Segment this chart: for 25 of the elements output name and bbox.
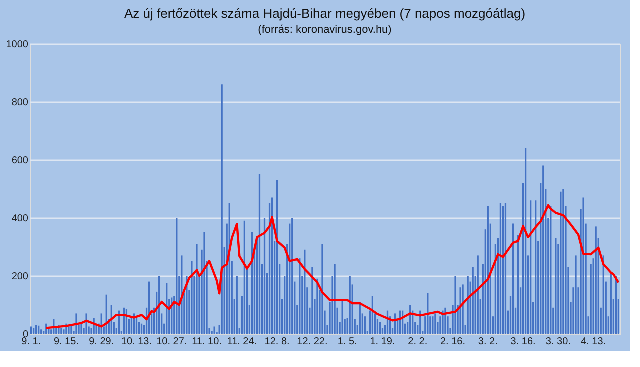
chart-subtitle: (forrás: koronavirus.gov.hu) (258, 24, 392, 36)
x-tick-label: 4. 13. (581, 336, 606, 348)
x-tick-label: 10. 27. (156, 336, 188, 348)
x-tick-label: 3. 16. (510, 336, 536, 348)
x-tick-label: 11. 10. (192, 336, 222, 348)
x-tick-label: 1. 5. (338, 336, 358, 348)
x-tick-label: 1. 19. (370, 336, 396, 348)
chart-title: Az új fertőzöttek száma Hajdú-Bihar megyében (7 napos mozgóátlag) (124, 6, 526, 21)
y-tick-label: 800 (12, 98, 29, 108)
x-tick-label: 9. 15. (54, 336, 79, 348)
x-tick-label: 12. 8. (264, 336, 290, 348)
x-tick-label: 2. 16. (440, 336, 466, 348)
y-tick-label: 200 (12, 272, 29, 282)
y-tick-label: 1000 (6, 40, 29, 50)
line-series (45, 204, 620, 330)
x-tick-label: 10. 13. (121, 336, 152, 348)
x-tick-label: 3. 30. (546, 336, 571, 348)
x-tick-label: 3. 2. (478, 336, 498, 348)
x-tick-label: 9. 1. (22, 336, 42, 348)
x-tick-label: 9. 29. (89, 336, 114, 348)
x-tick-label: 2. 2. (408, 336, 428, 348)
x-tick-label: 11. 24. (227, 336, 258, 348)
x-tick-label: 12. 22. (297, 336, 328, 348)
y-tick-label: 400 (12, 214, 29, 224)
y-tick-label: 600 (12, 156, 29, 166)
